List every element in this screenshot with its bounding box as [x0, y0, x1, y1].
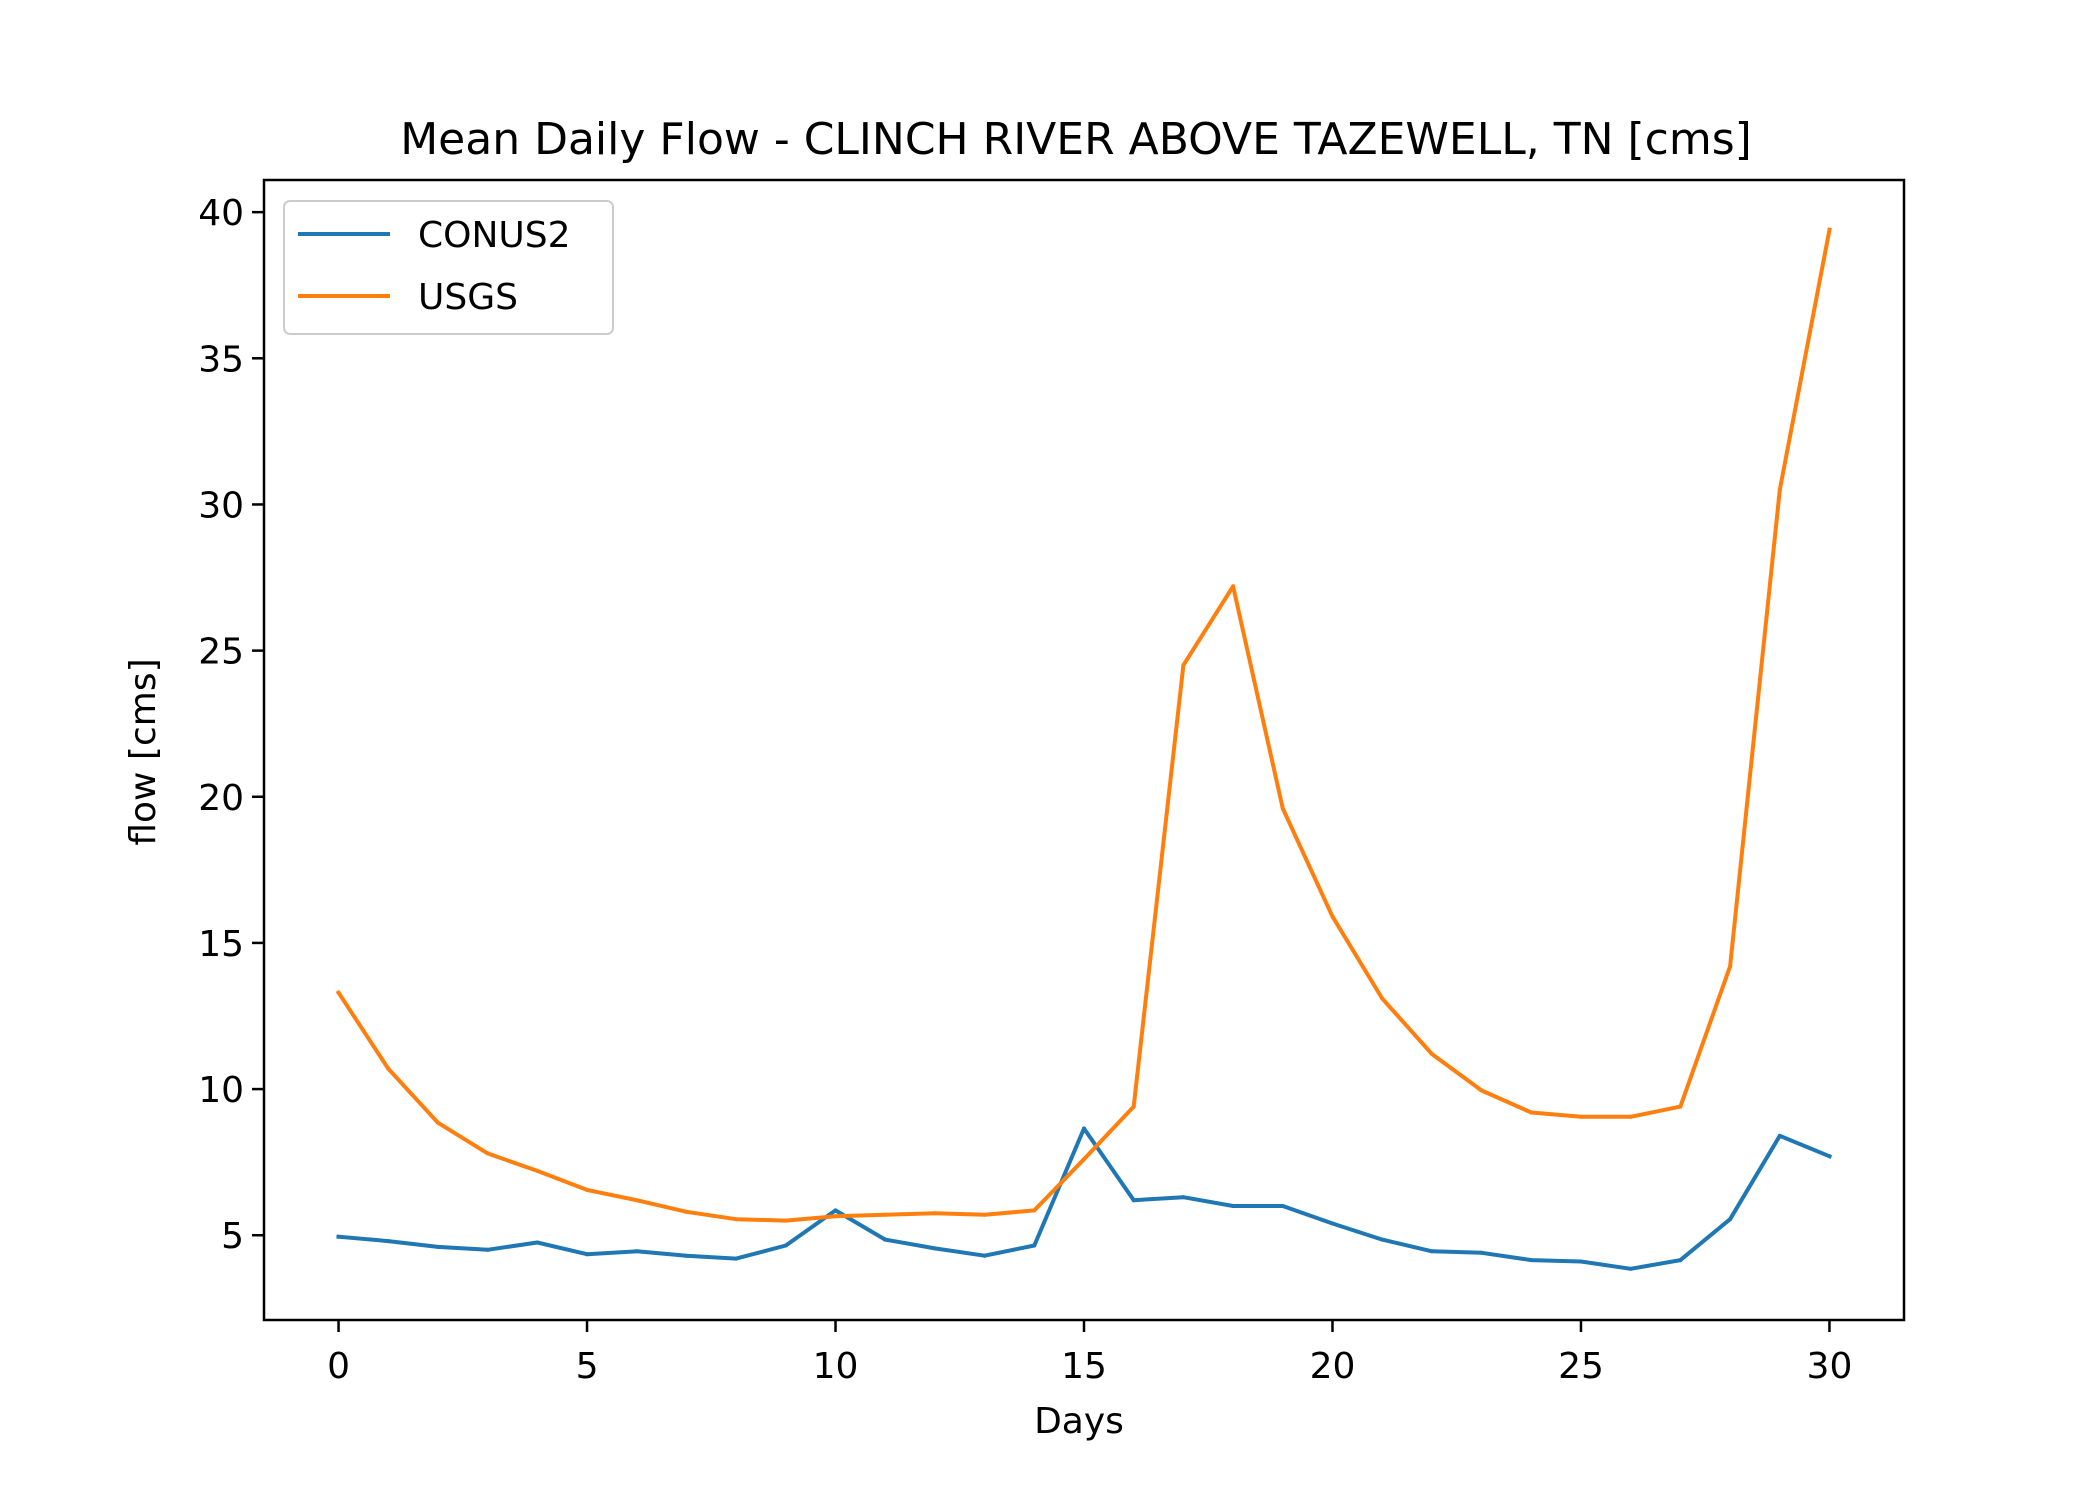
y-tick-label: 25 — [198, 632, 244, 673]
data-point-conus2 — [1032, 1243, 1037, 1248]
data-point-conus2 — [1429, 1249, 1434, 1254]
x-tick-label: 20 — [1310, 1346, 1356, 1387]
x-tick-label: 30 — [1807, 1346, 1853, 1387]
y-tick-label: 5 — [221, 1216, 244, 1257]
x-tick-label: 0 — [327, 1346, 350, 1387]
data-point-usgs — [1777, 487, 1782, 492]
series-layer — [335, 227, 1833, 1271]
data-point-usgs — [485, 1151, 490, 1156]
legend: CONUS2 USGS — [283, 200, 614, 335]
data-point-conus2 — [783, 1243, 788, 1248]
data-point-usgs — [1429, 1052, 1434, 1056]
y-tick-label: 15 — [198, 924, 244, 965]
y-tick-label: 30 — [198, 485, 244, 526]
x-tick-label: 10 — [813, 1346, 859, 1387]
data-point-usgs — [1579, 1114, 1583, 1119]
data-point-usgs — [1628, 1114, 1633, 1119]
data-point-usgs — [1479, 1088, 1484, 1093]
data-point-conus2 — [585, 1252, 589, 1257]
data-point-conus2 — [883, 1237, 888, 1242]
data-point-usgs — [1032, 1208, 1037, 1213]
data-point-conus2 — [634, 1249, 639, 1254]
data-point-usgs — [1280, 806, 1285, 811]
data-point-conus2 — [932, 1246, 937, 1251]
x-axis: 0 5 10 15 20 25 30 — [327, 1320, 1852, 1387]
data-point-usgs — [435, 1120, 440, 1125]
x-tick-label: 15 — [1061, 1346, 1107, 1387]
data-point-usgs — [336, 990, 341, 995]
data-point-conus2 — [1082, 1126, 1086, 1131]
data-point-conus2 — [1479, 1250, 1484, 1255]
data-point-usgs — [883, 1212, 888, 1217]
legend-label-usgs: USGS — [418, 277, 518, 318]
y-tick-label: 10 — [198, 1070, 244, 1111]
data-point-usgs — [982, 1212, 987, 1217]
data-point-usgs — [1082, 1157, 1086, 1162]
data-point-conus2 — [1380, 1237, 1385, 1242]
data-point-conus2 — [1181, 1195, 1186, 1200]
data-point-usgs — [1181, 663, 1186, 668]
data-point-usgs — [1131, 1104, 1136, 1109]
data-point-conus2 — [535, 1240, 540, 1245]
data-point-conus2 — [485, 1247, 490, 1252]
data-point-conus2 — [833, 1208, 838, 1213]
y-axis: 5 10 15 20 25 30 35 40 — [198, 193, 264, 1257]
data-point-conus2 — [1678, 1258, 1683, 1263]
data-point-usgs — [1678, 1104, 1683, 1109]
data-point-conus2 — [1131, 1198, 1136, 1203]
data-point-conus2 — [1579, 1259, 1583, 1264]
data-point-conus2 — [1330, 1221, 1335, 1226]
data-point-usgs — [684, 1209, 689, 1214]
data-point-conus2 — [684, 1253, 689, 1258]
data-point-usgs — [1529, 1110, 1534, 1115]
legend-label-conus2: CONUS2 — [418, 215, 571, 256]
x-tick-label: 5 — [576, 1346, 599, 1387]
data-point-conus2 — [336, 1234, 341, 1239]
data-point-conus2 — [734, 1256, 739, 1261]
data-point-conus2 — [1280, 1204, 1285, 1208]
data-point-usgs — [585, 1187, 589, 1192]
y-axis-label: flow [cms] — [123, 658, 164, 845]
x-axis-label: Days — [1034, 1401, 1124, 1442]
data-point-usgs — [734, 1217, 739, 1222]
data-point-usgs — [833, 1214, 838, 1219]
x-tick-label: 25 — [1558, 1346, 1604, 1387]
y-tick-label: 20 — [198, 778, 244, 819]
data-point-conus2 — [386, 1239, 391, 1244]
y-tick-label: 40 — [198, 193, 244, 234]
chart-title: Mean Daily Flow - CLINCH RIVER ABOVE TAZ… — [400, 114, 1752, 165]
data-point-usgs — [932, 1211, 937, 1216]
data-point-usgs — [1380, 996, 1385, 1001]
data-point-usgs — [1330, 914, 1335, 919]
data-point-usgs — [535, 1168, 540, 1173]
data-point-usgs — [1827, 227, 1832, 232]
data-point-usgs — [1728, 964, 1733, 969]
data-point-usgs — [1231, 584, 1236, 589]
data-point-conus2 — [1728, 1217, 1733, 1222]
data-point-conus2 — [435, 1244, 440, 1249]
y-tick-label: 35 — [198, 339, 244, 380]
data-point-conus2 — [1628, 1266, 1633, 1271]
data-point-conus2 — [1827, 1154, 1832, 1159]
data-point-usgs — [634, 1198, 639, 1203]
data-point-usgs — [783, 1218, 788, 1223]
data-point-usgs — [386, 1066, 391, 1071]
data-point-conus2 — [1231, 1204, 1236, 1208]
data-point-conus2 — [1777, 1133, 1782, 1138]
data-point-conus2 — [982, 1253, 987, 1258]
data-point-conus2 — [1529, 1258, 1534, 1263]
